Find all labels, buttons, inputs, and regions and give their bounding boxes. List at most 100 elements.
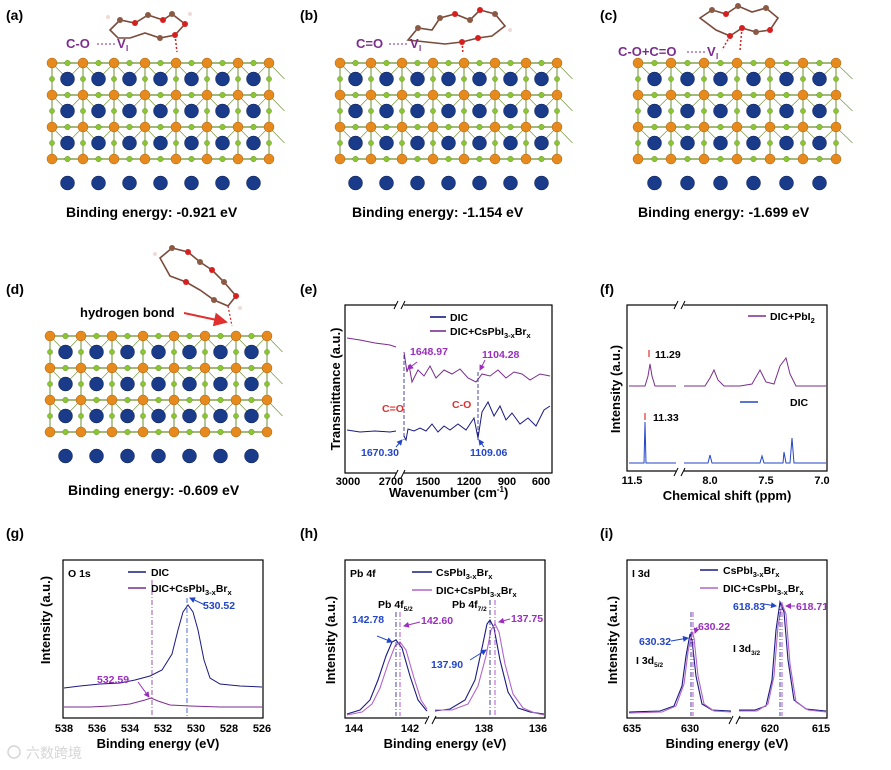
site-label: C-O+C=O [618, 44, 677, 59]
pb-atom [489, 89, 501, 101]
axis-break-mark [424, 715, 437, 725]
pb-atom [75, 394, 87, 406]
peak-label-1129: 11.29 [655, 349, 681, 361]
halide-atom [235, 140, 241, 146]
halide-atom [248, 397, 255, 404]
halide-atom [717, 91, 724, 98]
cs-atom [503, 175, 518, 191]
pb-atom [698, 153, 710, 165]
halide-atom [264, 349, 270, 355]
halide-atom [383, 155, 390, 162]
pb-atom [139, 121, 151, 133]
pb-atom [108, 121, 120, 133]
axis-break-mark [393, 469, 406, 479]
halide-atom [352, 91, 359, 98]
axis-break [396, 300, 404, 310]
halide-atom [217, 365, 224, 372]
halide-atom [78, 349, 84, 355]
panel-label: (i) [600, 525, 613, 541]
pb-atom [731, 89, 743, 101]
pb-atom [77, 153, 89, 165]
halide-atom [767, 108, 773, 114]
axis-break-mark [673, 300, 686, 310]
halide-atom [111, 108, 117, 114]
panel-label: (b) [300, 7, 318, 23]
halide-atom [635, 140, 641, 146]
cs-atom [184, 175, 199, 191]
cs-atom [534, 135, 549, 151]
plot-frame [626, 559, 828, 719]
orbital-label-5-2: I 3d5/2 [636, 655, 664, 669]
halide-atom [430, 140, 436, 146]
pb-atom [396, 121, 408, 133]
cs-atom [534, 71, 549, 87]
x-axis-title: Binding energy (eV) [97, 736, 220, 751]
pb-atom [232, 57, 244, 69]
halide-atom [266, 140, 272, 146]
pb-atom [830, 89, 842, 101]
halide-atom [507, 60, 514, 67]
legend-complex: DIC+CsPbI3-xBrx [450, 326, 532, 340]
pb-atom [137, 330, 149, 342]
peak-arrow [693, 626, 700, 634]
halide-atom [95, 60, 102, 67]
halide-atom [538, 60, 545, 67]
x-tick: 144 [345, 723, 364, 735]
halide-atom [109, 349, 115, 355]
halide-atom [800, 76, 806, 82]
halide-atom [217, 429, 224, 436]
halide-atom [219, 155, 226, 162]
pb-atom [232, 89, 244, 101]
pb-atom [106, 330, 118, 342]
peak-label-13790: 137.90 [431, 659, 463, 671]
halide-atom [554, 76, 560, 82]
core-level-label: O 1s [68, 568, 91, 580]
x-tick: 1500 [416, 476, 440, 488]
legend-complex: DIC+CsPbI3-xBrx [723, 583, 805, 597]
peak-label-1133: 11.33 [653, 412, 679, 424]
halide-atom [783, 60, 790, 67]
x-axis-title: Binding energy (eV) [666, 736, 789, 751]
cs-atom [213, 408, 228, 424]
peak-arrow [498, 617, 511, 624]
pb-atom [77, 57, 89, 69]
halide-atom [461, 140, 467, 146]
halide-atom [155, 429, 162, 436]
hbond-arrow [183, 312, 228, 327]
halide-atom [266, 108, 272, 114]
pb-atom [168, 426, 180, 438]
cs-atom [244, 408, 259, 424]
halide-atom [80, 108, 86, 114]
halide-atom [833, 140, 839, 146]
x-tick: 8.0 [702, 475, 717, 487]
peak-label-61883: 618.83 [733, 601, 765, 613]
cs-atom [60, 103, 75, 119]
halide-atom [62, 397, 69, 404]
halide-atom [64, 91, 71, 98]
x-tick: 536 [88, 723, 106, 735]
halide-atom [171, 413, 177, 419]
halide-atom [264, 413, 270, 419]
pb-atom [170, 89, 182, 101]
pb-atom [458, 57, 470, 69]
halide-atom [734, 76, 740, 82]
vacancy-subscript: I [716, 52, 718, 61]
peak-label-1648: 1648.97 [410, 346, 448, 358]
orbital-label-7-2: Pb 4f7/2 [452, 599, 487, 613]
cs-atom [215, 135, 230, 151]
pb-atom [551, 57, 563, 69]
cs-atom [348, 71, 363, 87]
halide-atom [93, 397, 100, 404]
halide-atom [233, 413, 239, 419]
halide-atom [204, 76, 210, 82]
halide-atom [202, 413, 208, 419]
cs-atom [182, 448, 197, 464]
cs-atom [89, 344, 104, 360]
x-tick: 3000 [336, 476, 360, 488]
panel-g: (g) O 1s DIC DIC+CsPbI3-xBrx 530.52 532.… [6, 525, 271, 751]
pb-atom [263, 89, 275, 101]
halide-atom [219, 91, 226, 98]
cs-atom [244, 448, 259, 464]
halide-atom [684, 91, 691, 98]
halide-atom [414, 60, 421, 67]
